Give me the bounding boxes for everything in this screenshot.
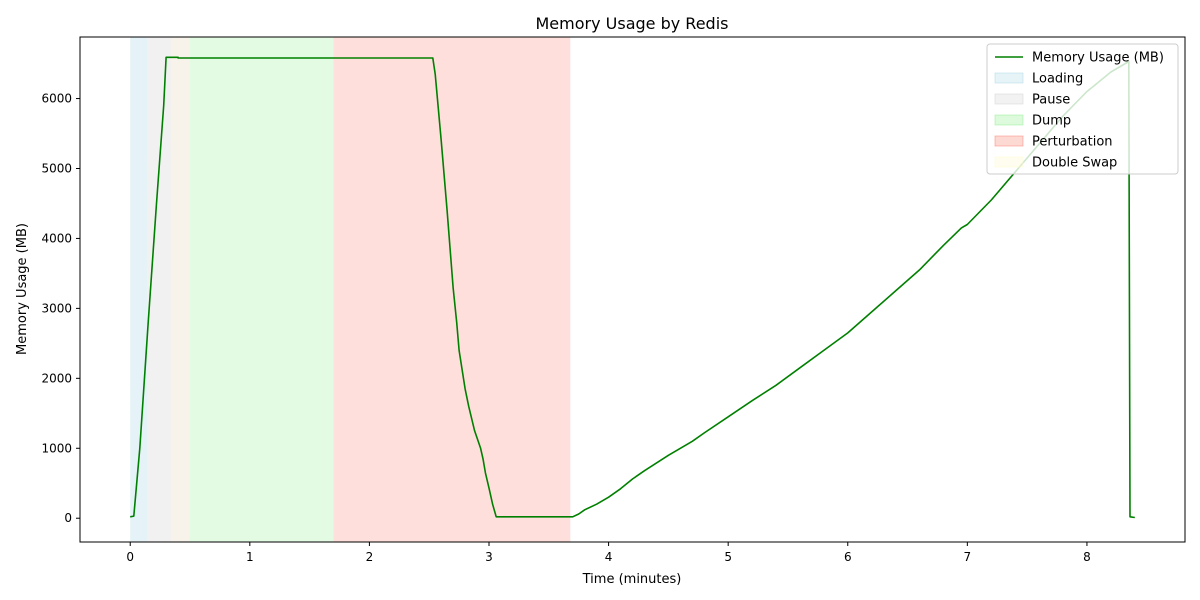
legend-label-perturbation: Perturbation [1032,135,1113,150]
region-dump-3 [190,37,334,542]
x-tick-label: 5 [724,550,732,564]
y-tick-label: 3000 [41,301,72,315]
legend-label-pause: Pause [1032,93,1070,108]
y-tick-label: 1000 [41,441,72,455]
x-tick-label: 1 [246,550,254,564]
y-tick-label: 5000 [41,161,72,175]
series-line-memory-usage [130,56,1135,519]
legend-label-dump: Dump [1032,114,1071,129]
y-axis-label: Memory Usage (MB) [15,223,30,355]
x-tick-label: 8 [1083,550,1091,564]
legend-swatch-loading [994,72,1024,84]
y-tick-label: 2000 [41,371,72,385]
legend-swatch-dump [994,114,1024,126]
plot-frame [79,36,1186,543]
x-axis-ticks: 0 1 2 3 4 5 6 7 8 [126,542,1091,564]
y-tick-label: 4000 [41,231,72,245]
x-tick-label: 6 [844,550,852,564]
y-tick-label: 0 [64,511,72,525]
legend-swatch-pause [994,93,1024,105]
legend: Memory Usage (MB) Loading Pause Dump Perturb… [986,43,1179,175]
x-tick-label: 3 [485,550,493,564]
region-loading-0 [130,37,147,542]
region-pause-2 [170,37,191,542]
x-tick-label: 4 [605,550,613,564]
region-pause-1 [146,37,171,542]
x-tick-label: 0 [126,550,134,564]
y-axis-ticks: 0 1000 2000 3000 4000 5000 6000 [41,92,80,525]
chart-title: Memory Usage by Redis [536,14,729,33]
x-axis-label: Time (minutes) [582,572,682,587]
legend-label-memory-usage-mb: Memory Usage (MB) [1032,51,1164,66]
y-tick-label: 6000 [41,92,72,106]
legend-swatch-perturbation [994,135,1024,147]
x-tick-label: 7 [964,550,972,564]
region-perturbation-4 [333,37,571,542]
legend-label-double-swap: Double Swap [1032,156,1117,171]
legend-box [986,43,1179,175]
x-tick-label: 2 [366,550,374,564]
phase-regions [130,37,571,542]
legend-swatch-double-swap [994,156,1024,168]
legend-label-loading: Loading [1032,72,1083,87]
series-lines [130,56,1135,519]
